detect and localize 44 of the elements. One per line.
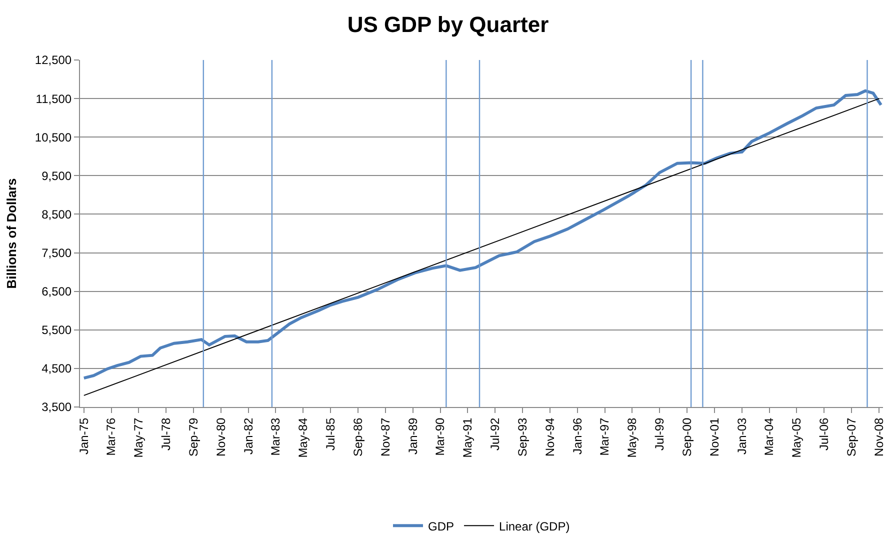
x-tick-label: Jul-85: [324, 417, 338, 450]
x-tick-label: Mar-97: [598, 417, 612, 456]
y-tick-label: 3,500: [42, 400, 72, 414]
y-tick-label: 11,500: [36, 92, 72, 106]
x-tick-label: May-77: [132, 417, 146, 458]
legend-label: GDP: [428, 519, 454, 534]
y-tick-label: 6,500: [42, 284, 72, 299]
x-tick-label: Nov-87: [378, 417, 392, 456]
y-tick-label: 10,500: [34, 130, 72, 144]
x-tick-label: Sep-79: [186, 417, 200, 457]
x-tick-label: Mar-04: [762, 417, 776, 456]
x-tick-label: Jan-89: [406, 417, 420, 455]
x-tick-label: May-05: [790, 417, 804, 458]
x-tick-label: May-84: [296, 417, 310, 458]
y-tick-label: 7,500: [42, 246, 72, 260]
x-tick-label: Mar-90: [433, 417, 448, 456]
x-tick-label: Nov-01: [707, 417, 722, 456]
x-tick-label: Mar-76: [104, 417, 118, 456]
x-tick-label: Jul-78: [158, 417, 173, 450]
y-tick-label: 12,500: [34, 53, 72, 68]
x-tick-label: Sep-00: [680, 417, 694, 457]
x-tick-label: Jul-06: [817, 417, 832, 450]
x-tick-label: Jan-03: [734, 417, 749, 455]
y-axis-title: Billions of Dollars: [4, 178, 19, 289]
x-tick-label: Nov-94: [542, 417, 557, 456]
x-tick-label: Sep-86: [350, 417, 365, 457]
x-tick-label: Jul-92: [488, 417, 502, 450]
legend-label: Linear (GDP): [499, 519, 570, 534]
x-tick-label: Nov-08: [872, 417, 886, 456]
x-tick-label: May-91: [460, 417, 475, 458]
x-tick-label: Jan-82: [241, 417, 256, 455]
y-tick-label: 8,500: [42, 207, 72, 222]
y-tick-label: 4,500: [42, 362, 72, 376]
x-tick-label: Jan-75: [76, 417, 91, 455]
x-tick-label: May-98: [625, 417, 640, 458]
x-tick-label: Jul-99: [652, 417, 666, 450]
x-tick-label: Mar-83: [268, 417, 283, 456]
y-tick-label: 5,500: [42, 323, 72, 338]
y-tick-label: 9,500: [42, 168, 72, 183]
x-tick-label: Nov-80: [214, 417, 228, 456]
x-tick-label: Jan-96: [570, 417, 584, 455]
x-tick-label: Sep-93: [516, 417, 530, 457]
chart-title: US GDP by Quarter: [347, 12, 550, 37]
x-tick-label: Sep-07: [844, 417, 858, 457]
